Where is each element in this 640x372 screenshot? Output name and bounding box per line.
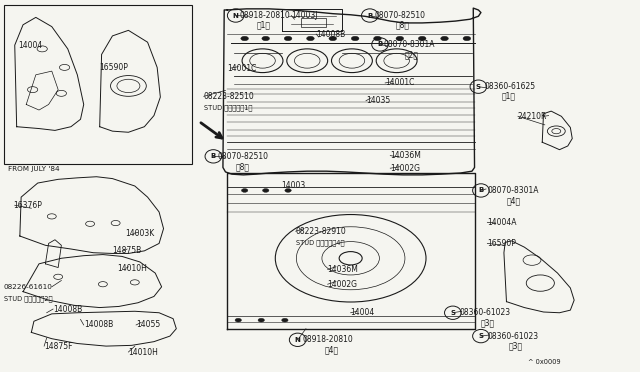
Text: （3）: （3） <box>509 341 523 350</box>
Text: 14003K: 14003K <box>125 229 154 238</box>
Text: 08070-82510: 08070-82510 <box>218 152 269 161</box>
Text: 14010H: 14010H <box>118 264 147 273</box>
Text: 08223-82910: 08223-82910 <box>296 227 346 236</box>
Text: B: B <box>478 187 484 193</box>
Text: 08360-61625: 08360-61625 <box>484 82 536 91</box>
Text: 14036M: 14036M <box>390 151 421 160</box>
Circle shape <box>307 36 314 41</box>
Circle shape <box>284 36 292 41</box>
Text: （1）: （1） <box>257 20 271 29</box>
Text: S: S <box>479 333 483 339</box>
Text: B: B <box>367 13 372 19</box>
Circle shape <box>241 189 248 192</box>
Text: ^ 0x0009: ^ 0x0009 <box>527 359 560 365</box>
Text: N: N <box>294 337 301 343</box>
Circle shape <box>285 189 291 192</box>
Circle shape <box>282 318 288 322</box>
Text: 14875B: 14875B <box>113 246 141 255</box>
Text: 14001C: 14001C <box>227 64 256 73</box>
Text: 14003J: 14003J <box>291 11 318 20</box>
Text: 08070-8301A: 08070-8301A <box>384 40 435 49</box>
Circle shape <box>374 36 381 41</box>
Text: 08360-61023: 08360-61023 <box>487 331 538 341</box>
Text: 08070-82510: 08070-82510 <box>374 11 426 20</box>
Text: 16590P: 16590P <box>487 239 516 248</box>
Text: （8）: （8） <box>396 20 410 29</box>
Circle shape <box>441 36 449 41</box>
Text: 14004A: 14004A <box>487 218 517 227</box>
Circle shape <box>241 36 248 41</box>
Text: 16590P: 16590P <box>100 63 129 72</box>
Text: 08223-82510: 08223-82510 <box>204 92 255 101</box>
Text: 14003: 14003 <box>282 181 306 190</box>
Text: 14004: 14004 <box>351 308 375 317</box>
Circle shape <box>396 36 404 41</box>
Circle shape <box>235 318 241 322</box>
Text: （4）: （4） <box>325 345 339 354</box>
Text: 14002G: 14002G <box>328 280 358 289</box>
Text: 08360-61023: 08360-61023 <box>460 308 510 317</box>
Text: 14002G: 14002G <box>390 164 420 173</box>
Text: （8）: （8） <box>236 162 250 171</box>
Text: 14010H: 14010H <box>129 347 158 356</box>
Text: STUD スタッド（2）: STUD スタッド（2） <box>4 295 52 302</box>
Text: 14055: 14055 <box>136 321 161 330</box>
Text: 24210R: 24210R <box>518 112 547 121</box>
Text: 08226-61610: 08226-61610 <box>4 284 52 290</box>
Text: 14035: 14035 <box>366 96 390 105</box>
Text: 14008B: 14008B <box>84 321 113 330</box>
Text: N: N <box>233 13 239 19</box>
Circle shape <box>262 36 269 41</box>
Text: （3）: （3） <box>481 319 495 328</box>
Text: 14001C: 14001C <box>385 78 415 87</box>
Text: （2）: （2） <box>404 50 419 59</box>
Circle shape <box>419 36 426 41</box>
Text: 14036M: 14036M <box>328 265 358 274</box>
Text: STUD スタッド（4）: STUD スタッド（4） <box>296 239 344 246</box>
Text: （4）: （4） <box>507 196 521 205</box>
Text: B: B <box>211 153 216 159</box>
Circle shape <box>351 36 359 41</box>
Text: 14008B: 14008B <box>53 305 83 314</box>
Text: 14004: 14004 <box>19 41 43 50</box>
Text: STUD スタッド（1）: STUD スタッド（1） <box>204 105 252 112</box>
Text: 14875F: 14875F <box>44 341 72 350</box>
Circle shape <box>463 36 470 41</box>
Text: 14008B: 14008B <box>316 29 346 39</box>
Circle shape <box>329 36 337 41</box>
Text: 16376P: 16376P <box>13 201 42 210</box>
Text: 08918-20810: 08918-20810 <box>302 335 353 344</box>
Circle shape <box>262 189 269 192</box>
Text: FROM JULY '84: FROM JULY '84 <box>8 166 60 172</box>
Text: 08070-8301A: 08070-8301A <box>487 186 539 195</box>
Text: 08918-20810: 08918-20810 <box>239 11 291 20</box>
Text: S: S <box>476 84 481 90</box>
Text: （1）: （1） <box>502 92 516 101</box>
Circle shape <box>258 318 264 322</box>
Text: S: S <box>451 310 455 316</box>
Text: B: B <box>378 41 383 47</box>
